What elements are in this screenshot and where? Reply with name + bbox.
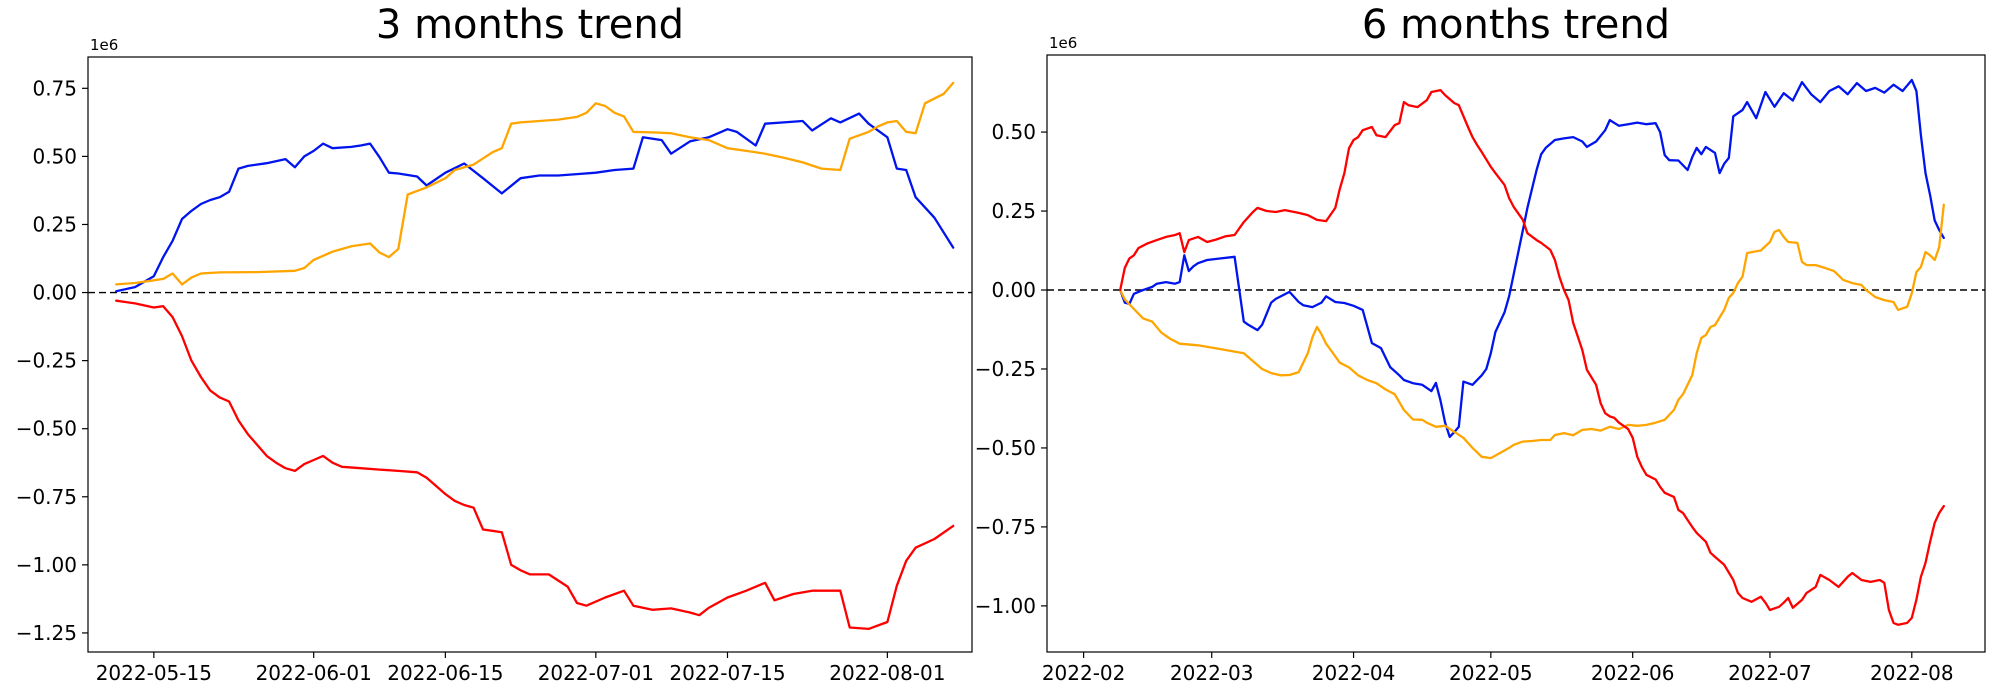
y-tick-label: 0.25 xyxy=(991,199,1036,223)
chart-title-3-months: 3 months trend xyxy=(375,2,685,48)
series-orange-line xyxy=(1119,203,1945,460)
x-tick-label: 2022-03 xyxy=(1170,661,1254,685)
chart-title-6-months: 6 months trend xyxy=(1361,2,1671,48)
y-tick-label: −1.00 xyxy=(975,594,1036,618)
x-tick-label: 2022-08 xyxy=(1870,661,1954,685)
x-tick-label: 2022-06 xyxy=(1591,661,1675,685)
y-tick-label: −1.25 xyxy=(16,621,77,645)
series-orange-line xyxy=(115,81,955,286)
x-tick-label: 2022-07 xyxy=(1728,661,1812,685)
series-blue-line xyxy=(1119,78,1945,439)
x-tick-label: 2022-05-15 xyxy=(96,661,212,685)
y-tick-label: −0.50 xyxy=(975,436,1036,460)
y-tick-label: 0.00 xyxy=(32,281,77,305)
y-tick-label: −0.25 xyxy=(975,357,1036,381)
x-tick-label: 2022-06-01 xyxy=(256,661,372,685)
series-blue-line xyxy=(115,112,955,293)
series-red-line xyxy=(115,299,955,631)
y-scale-offset-label: 1e6 xyxy=(1049,34,1077,52)
plot-border xyxy=(1046,54,1986,653)
x-tick-label: 2022-07-01 xyxy=(538,661,654,685)
y-tick-label: 0.00 xyxy=(991,278,1036,302)
plot-border xyxy=(87,56,973,653)
y-tick-label: 0.75 xyxy=(32,76,77,100)
x-tick-label: 2022-08-01 xyxy=(829,661,945,685)
x-tick-label: 2022-04 xyxy=(1312,661,1396,685)
y-tick-label: 0.50 xyxy=(32,144,77,168)
axes-6-months: 2022-02 2022-03 2022-04 2022-05 2022-06 2022-… xyxy=(975,34,1986,685)
x-tick-label: 2022-05 xyxy=(1449,661,1533,685)
y-tick-label: −0.75 xyxy=(975,515,1036,539)
y-tick-label: −0.25 xyxy=(16,349,77,373)
x-tick-label: 2022-07-15 xyxy=(669,661,785,685)
axes-3-months: 2022-05-15 2022-06-01 2022-06-15 2022-07-01… xyxy=(16,36,973,685)
x-tick-label: 2022-02 xyxy=(1042,661,1126,685)
y-tick-label: 0.25 xyxy=(32,212,77,236)
y-tick-label: 0.50 xyxy=(991,120,1036,144)
y-tick-label: −0.50 xyxy=(16,417,77,441)
x-tick-label: 2022-06-15 xyxy=(387,661,503,685)
y-scale-offset-label: 1e6 xyxy=(90,36,118,54)
y-tick-label: −1.00 xyxy=(16,553,77,577)
series-red-line xyxy=(1119,88,1945,626)
y-tick-label: −0.75 xyxy=(16,485,77,509)
